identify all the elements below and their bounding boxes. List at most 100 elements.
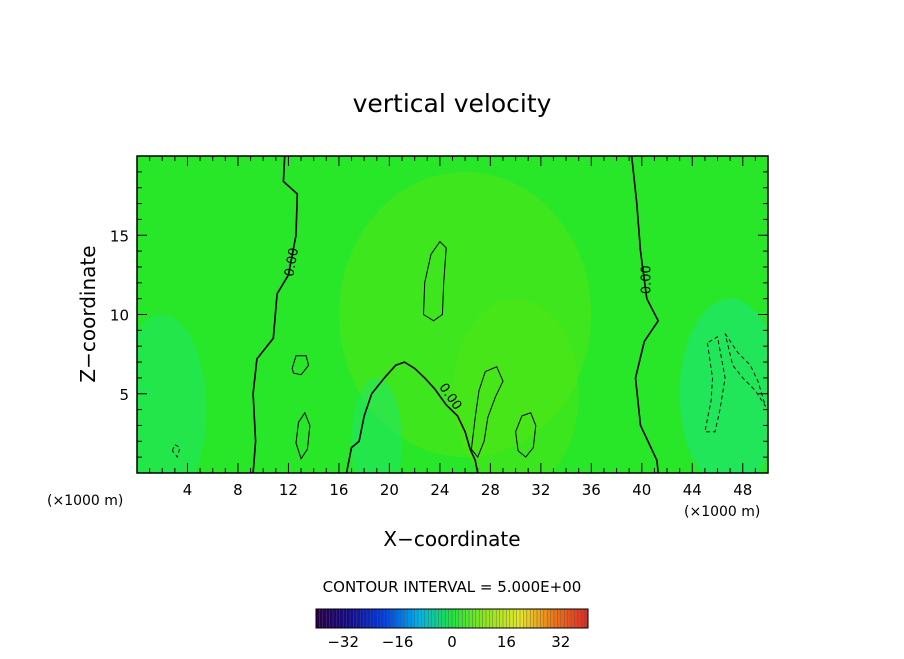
- colorbar-cell: [384, 609, 388, 628]
- colorbar-cell: [482, 609, 487, 628]
- x-tick-label: 12: [279, 481, 298, 499]
- y-tick-label: 5: [119, 386, 129, 404]
- colorbar-tick-label: 32: [551, 633, 570, 651]
- downdraft-zone-right: [679, 298, 768, 473]
- x-tick-label: 40: [632, 481, 651, 499]
- colorbar-cell: [530, 609, 534, 628]
- x-tick-label: 44: [683, 481, 702, 499]
- colorbar-cell: [479, 609, 483, 628]
- colorbar-cell: [465, 609, 470, 628]
- negative-contour-1: [704, 335, 726, 433]
- colorbar-cell: [326, 609, 330, 628]
- colorbar-cell: [390, 609, 395, 628]
- colorbar-cell: [513, 609, 517, 628]
- colorbar-cell: [486, 609, 490, 628]
- colorbar-cell: [401, 609, 405, 628]
- colorbar-cell: [424, 609, 429, 628]
- colorbar-cell: [458, 609, 463, 628]
- colorbar-cell: [367, 609, 371, 628]
- colorbar-cell: [380, 609, 385, 628]
- x-axis: 4 8 12 16 20 24 28 32 36 40 44 48: [149, 156, 756, 499]
- positive-contour-4: [515, 412, 537, 458]
- uplift-core: [452, 298, 579, 473]
- colorbar-cell: [489, 609, 494, 628]
- colorbar-cell: [339, 609, 344, 628]
- x-tick-label: 24: [430, 481, 449, 499]
- colorbar-cell: [560, 609, 565, 628]
- colorbar-cell: [370, 609, 375, 628]
- colorbar-cell: [492, 609, 497, 628]
- x-unit-left: (×1000 m): [47, 493, 123, 509]
- downdraft-zone-center: [351, 377, 403, 473]
- colorbar-cell: [581, 609, 585, 628]
- x-tick-label: 48: [733, 481, 752, 499]
- x-tick-label: 32: [531, 481, 550, 499]
- x-axis-title: X−coordinate: [383, 527, 520, 551]
- colorbar-cell: [336, 609, 341, 628]
- colorbar-cell: [360, 609, 364, 628]
- colorbar-cell: [564, 609, 568, 628]
- x-tick-label: 4: [183, 481, 193, 499]
- colorbar-cell: [550, 609, 555, 628]
- colorbar-cell: [516, 609, 521, 628]
- y-axis: 5 10 15: [110, 171, 768, 458]
- colorbar-cell: [377, 609, 381, 628]
- colorbar-cell: [448, 609, 453, 628]
- colorbar-cell: [455, 609, 460, 628]
- chart-title: vertical velocity: [353, 89, 552, 118]
- zero-contour-3: [345, 361, 479, 473]
- colorbar-cell: [322, 609, 327, 628]
- colorbar-ticks: −32 −16 0 16 32: [327, 633, 570, 651]
- colorbar: [315, 608, 589, 629]
- colorbar-cell: [329, 609, 334, 628]
- colorbar-cell: [526, 609, 531, 628]
- colorbar-cell: [533, 609, 538, 628]
- x-tick-label: 36: [582, 481, 601, 499]
- colorbar-cell: [353, 609, 358, 628]
- colorbar-cell: [584, 609, 589, 628]
- colorbar-cell: [499, 609, 504, 628]
- colorbar-cell: [509, 609, 514, 628]
- colorbar-cell: [404, 609, 409, 628]
- colorbar-frame: [315, 608, 589, 629]
- colorbar-cell: [411, 609, 415, 628]
- colorbar-cell: [428, 609, 432, 628]
- colorbar-cell: [567, 609, 572, 628]
- colorbar-cell: [503, 609, 507, 628]
- colorbar-cell: [462, 609, 466, 628]
- positive-contour-2: [291, 355, 310, 376]
- downdraft-zone-left: [137, 314, 207, 473]
- colorbar-cell: [414, 609, 419, 628]
- colorbar-cell: [356, 609, 361, 628]
- colorbar-cell: [547, 609, 551, 628]
- colorbar-cell: [346, 609, 351, 628]
- x-tick-label: 16: [329, 481, 348, 499]
- colorbar-cell: [438, 609, 443, 628]
- colorbar-cell: [577, 609, 582, 628]
- colorbar-cell: [506, 609, 511, 628]
- colorbar-cell: [452, 609, 456, 628]
- colorbar-tick-label: −16: [382, 633, 414, 651]
- contour-label-1: 0.00: [282, 247, 302, 278]
- colorbar-cell: [397, 609, 402, 628]
- contour-lines: [171, 156, 766, 473]
- colorbar-cell: [435, 609, 439, 628]
- colorbar-cell: [343, 609, 347, 628]
- x-tick-label: 28: [481, 481, 500, 499]
- colorbar-cell: [554, 609, 558, 628]
- colorbar-cell: [537, 609, 541, 628]
- colorbar-cell: [421, 609, 426, 628]
- colorbar-cell: [387, 609, 392, 628]
- colorbar-cell: [431, 609, 436, 628]
- zero-contour-2: [630, 156, 660, 473]
- y-tick-label: 15: [110, 227, 129, 245]
- colorbar-cell: [373, 609, 378, 628]
- x-tick-label: 8: [233, 481, 243, 499]
- y-tick-label: 10: [110, 307, 129, 325]
- colorbar-cell: [574, 609, 579, 628]
- colorbar-tick-label: −32: [327, 633, 359, 651]
- colorbar-cell: [543, 609, 548, 628]
- colorbar-cell: [333, 609, 337, 628]
